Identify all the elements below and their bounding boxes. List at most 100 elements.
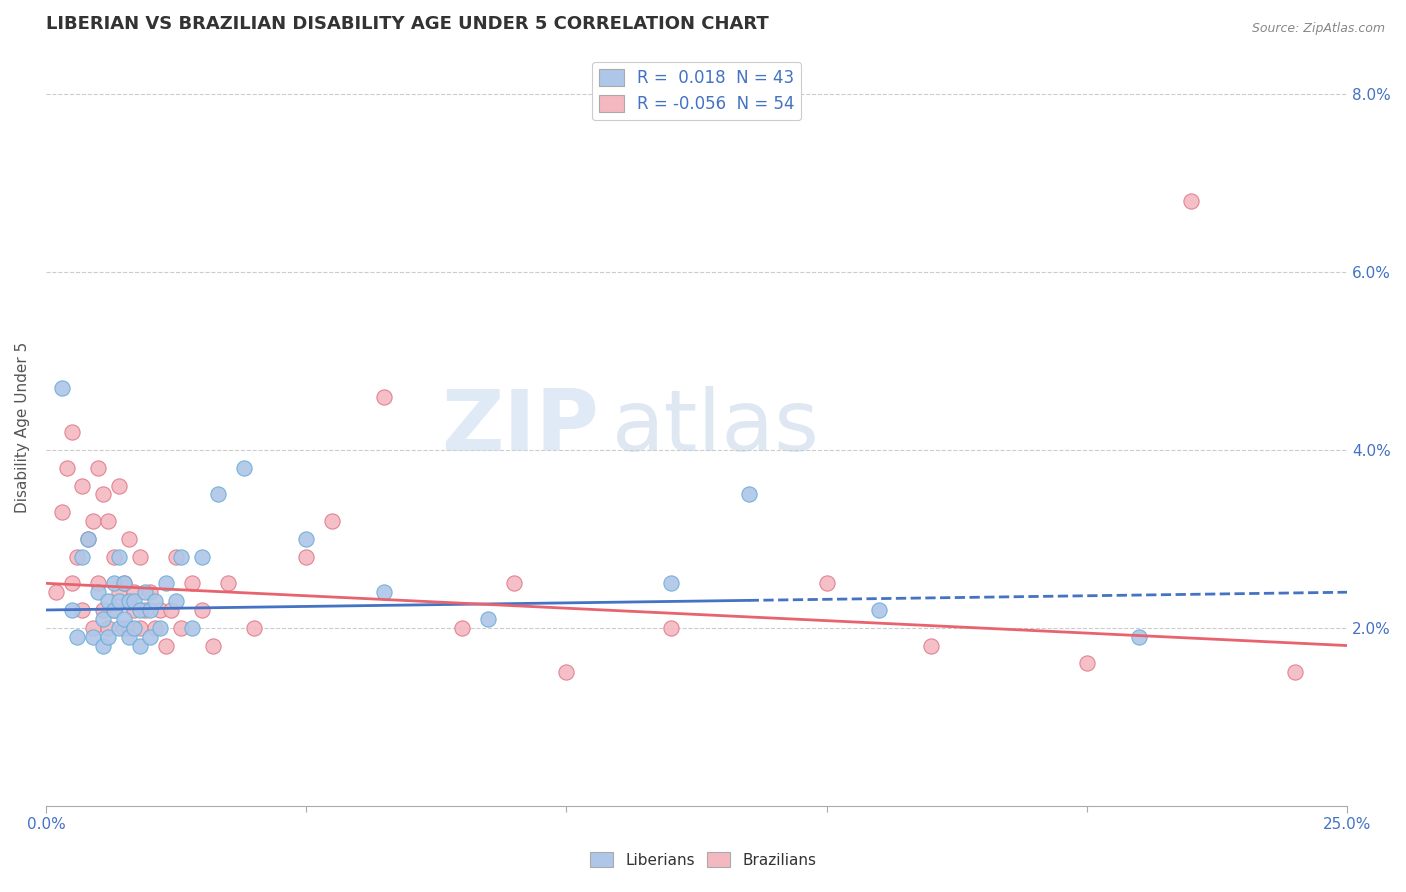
Point xyxy=(128,621,150,635)
Point xyxy=(139,630,162,644)
Point xyxy=(134,603,156,617)
Point xyxy=(112,612,135,626)
Point xyxy=(477,612,499,626)
Point xyxy=(72,603,94,617)
Point xyxy=(143,594,166,608)
Point xyxy=(139,603,162,617)
Point xyxy=(60,425,83,439)
Point xyxy=(91,612,114,626)
Point xyxy=(112,576,135,591)
Point xyxy=(659,621,682,635)
Point xyxy=(165,594,187,608)
Point xyxy=(191,603,214,617)
Legend: R =  0.018  N = 43, R = -0.056  N = 54: R = 0.018 N = 43, R = -0.056 N = 54 xyxy=(592,62,801,120)
Point xyxy=(66,630,89,644)
Point xyxy=(66,549,89,564)
Point xyxy=(76,532,98,546)
Point xyxy=(82,630,104,644)
Point xyxy=(51,505,73,519)
Point xyxy=(155,639,177,653)
Point xyxy=(201,639,224,653)
Point xyxy=(373,390,395,404)
Point xyxy=(207,487,229,501)
Point xyxy=(124,603,146,617)
Point xyxy=(103,576,125,591)
Point xyxy=(1076,657,1098,671)
Point xyxy=(103,549,125,564)
Point xyxy=(503,576,526,591)
Point xyxy=(868,603,890,617)
Point xyxy=(103,603,125,617)
Point xyxy=(97,514,120,528)
Point xyxy=(87,576,110,591)
Point xyxy=(91,639,114,653)
Point xyxy=(108,594,131,608)
Point xyxy=(72,478,94,492)
Point xyxy=(103,603,125,617)
Point xyxy=(451,621,474,635)
Point xyxy=(112,576,135,591)
Point xyxy=(118,594,141,608)
Point xyxy=(108,621,131,635)
Point xyxy=(659,576,682,591)
Text: Source: ZipAtlas.com: Source: ZipAtlas.com xyxy=(1251,22,1385,36)
Point xyxy=(160,603,183,617)
Point xyxy=(108,585,131,599)
Point xyxy=(1284,665,1306,680)
Point xyxy=(243,621,266,635)
Point xyxy=(373,585,395,599)
Point xyxy=(87,460,110,475)
Point xyxy=(124,621,146,635)
Point xyxy=(555,665,578,680)
Point xyxy=(76,532,98,546)
Point xyxy=(124,585,146,599)
Point xyxy=(217,576,239,591)
Point xyxy=(97,594,120,608)
Point xyxy=(51,381,73,395)
Point xyxy=(232,460,254,475)
Point xyxy=(91,487,114,501)
Point xyxy=(170,621,193,635)
Point xyxy=(155,576,177,591)
Point xyxy=(165,549,187,564)
Point xyxy=(321,514,343,528)
Point xyxy=(118,630,141,644)
Point xyxy=(128,639,150,653)
Point xyxy=(815,576,838,591)
Point xyxy=(97,621,120,635)
Point xyxy=(134,585,156,599)
Legend: Liberians, Brazilians: Liberians, Brazilians xyxy=(583,846,823,873)
Text: ZIP: ZIP xyxy=(441,386,599,469)
Point xyxy=(60,603,83,617)
Point xyxy=(82,621,104,635)
Point xyxy=(143,621,166,635)
Point xyxy=(737,487,759,501)
Point xyxy=(56,460,79,475)
Point xyxy=(180,621,202,635)
Point xyxy=(97,630,120,644)
Point xyxy=(91,603,114,617)
Point xyxy=(128,603,150,617)
Point xyxy=(139,585,162,599)
Point xyxy=(87,585,110,599)
Point xyxy=(170,549,193,564)
Point xyxy=(1180,194,1202,208)
Point xyxy=(295,549,318,564)
Point xyxy=(60,576,83,591)
Point xyxy=(180,576,202,591)
Point xyxy=(72,549,94,564)
Point xyxy=(1128,630,1150,644)
Point xyxy=(108,478,131,492)
Point xyxy=(118,532,141,546)
Point xyxy=(149,603,172,617)
Point xyxy=(112,621,135,635)
Text: atlas: atlas xyxy=(612,386,820,469)
Point xyxy=(108,549,131,564)
Point xyxy=(45,585,67,599)
Text: LIBERIAN VS BRAZILIAN DISABILITY AGE UNDER 5 CORRELATION CHART: LIBERIAN VS BRAZILIAN DISABILITY AGE UND… xyxy=(46,15,769,33)
Point xyxy=(191,549,214,564)
Point xyxy=(128,549,150,564)
Point xyxy=(124,594,146,608)
Point xyxy=(149,621,172,635)
Point xyxy=(295,532,318,546)
